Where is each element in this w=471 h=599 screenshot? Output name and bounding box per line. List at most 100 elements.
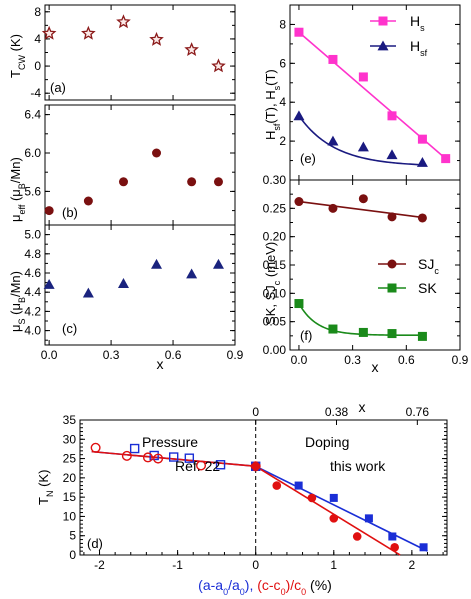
x-tick-label-d: 1 bbox=[330, 558, 337, 572]
plot-frame-f bbox=[289, 179, 461, 351]
data-point-a-0 bbox=[184, 42, 199, 57]
legend-label-SK: SK bbox=[418, 280, 437, 296]
y-axis-label-b-part: B bbox=[17, 183, 27, 189]
data-point-d-0 bbox=[215, 460, 226, 470]
y-tick-label-a: 4 bbox=[34, 32, 41, 46]
x-axis-label-d-part: 0 bbox=[301, 587, 306, 597]
y-axis-label-f-part: c bbox=[272, 280, 282, 285]
y-axis-label-d-part: T bbox=[36, 497, 51, 505]
x-tick-label-d: -1 bbox=[172, 558, 183, 572]
y-axis-label-c-part: /Mn) bbox=[8, 271, 23, 297]
x-tick-label-d: 0 bbox=[252, 558, 259, 572]
y-axis-label-b: μeff (μB/Mn) bbox=[8, 157, 27, 222]
legend-label-Hs-part: H bbox=[410, 13, 420, 29]
y-axis-label-a: TCW (K) bbox=[8, 34, 27, 78]
y-tick-label-a: 8 bbox=[34, 5, 41, 19]
y-axis-label-b-part: μ bbox=[8, 215, 23, 223]
x-tick-label-c: 0.3 bbox=[103, 348, 120, 362]
y-tick-label-a: 0 bbox=[34, 59, 41, 73]
y-tick-label-d: 25 bbox=[63, 452, 77, 466]
data-point-f-0 bbox=[294, 197, 304, 207]
y-axis-label-a-part: T bbox=[8, 70, 23, 78]
top-tick-label-d: 0 bbox=[252, 405, 259, 419]
x-tick-label-f: 0.0 bbox=[291, 353, 308, 367]
x-axis-label-d-part: (%) bbox=[306, 577, 332, 593]
data-point-b-0 bbox=[187, 177, 197, 187]
data-point-b-0 bbox=[83, 196, 93, 206]
y-axis-label-f: SK, SJc (meV) bbox=[263, 242, 282, 325]
x-axis-label-d-part: (a-a bbox=[198, 577, 223, 593]
data-point-e-1 bbox=[386, 149, 398, 160]
y-tick-label-c: 4.0 bbox=[24, 324, 41, 338]
y-tick-label-b: 6.4 bbox=[24, 108, 41, 122]
x-tick-label-f: 0.9 bbox=[452, 353, 469, 367]
y-axis-label-e-part: (T), H bbox=[263, 90, 278, 123]
data-point-f-1 bbox=[387, 329, 397, 339]
y-axis-label-d: TN (K) bbox=[36, 470, 55, 505]
data-point-d-1 bbox=[196, 460, 207, 471]
y-axis-label-a-part: (K) bbox=[8, 34, 23, 55]
data-point-d-0 bbox=[184, 453, 195, 463]
y-tick-label-b: 5.6 bbox=[24, 184, 41, 198]
top-tick-label-d: 0.38 bbox=[325, 405, 349, 419]
data-point-c-0 bbox=[43, 279, 55, 289]
data-point-f-0 bbox=[417, 213, 427, 223]
legend-label-Hsf-part: sf bbox=[420, 48, 428, 58]
data-point-c-0 bbox=[151, 258, 163, 269]
x-tick-label-c: 0.0 bbox=[41, 348, 58, 362]
y-tick-label-f: 0.00 bbox=[263, 343, 287, 357]
data-point-d-2 bbox=[419, 543, 428, 552]
data-point-b-0 bbox=[44, 206, 54, 216]
legend-label-Hs-part: s bbox=[420, 23, 425, 33]
legend-label-SJc-part: c bbox=[434, 266, 439, 276]
data-point-e-0 bbox=[328, 54, 338, 64]
data-point-d-3 bbox=[390, 542, 399, 552]
data-point-e-1 bbox=[293, 110, 305, 121]
y-axis-label-b-part: (μ bbox=[8, 189, 23, 204]
data-point-c-0 bbox=[212, 258, 224, 269]
y-tick-label-f: 0.20 bbox=[263, 230, 287, 244]
data-point-e-1 bbox=[357, 141, 369, 152]
legend-label-SJc-part: SJ bbox=[418, 256, 434, 272]
y-axis-label-e-part: s bbox=[272, 85, 282, 90]
data-point-d-3 bbox=[352, 532, 362, 541]
data-point-c-0 bbox=[186, 268, 198, 279]
y-tick-label-c: 4.4 bbox=[24, 285, 41, 299]
y-axis-label-c-part: B bbox=[17, 297, 27, 303]
x-axis-label-d-part: 0 bbox=[223, 587, 228, 597]
y-tick-label-a: -4 bbox=[30, 86, 41, 100]
y-tick-label-d: 30 bbox=[63, 432, 77, 446]
data-point-b-0 bbox=[152, 148, 162, 158]
data-point-f-0 bbox=[387, 212, 397, 222]
x-tick-label-c: 0.9 bbox=[227, 348, 244, 362]
y-axis-label-a-part: CW bbox=[17, 55, 27, 70]
x-axis-label-d-part: 0 bbox=[240, 587, 245, 597]
y-tick-label-e: 2 bbox=[279, 134, 286, 148]
data-point-d-3 bbox=[251, 461, 260, 471]
annotation-pressure: Pressure bbox=[142, 434, 198, 450]
y-axis-label-c-part: μ bbox=[8, 325, 23, 333]
y-tick-label-f: 0.10 bbox=[263, 286, 287, 300]
x-axis-label-d-part: (c-c bbox=[253, 577, 280, 593]
y-tick-label-d: 0 bbox=[69, 548, 76, 562]
legend-marker-Hsf bbox=[377, 40, 389, 51]
data-point-b-0 bbox=[213, 177, 223, 187]
x-axis-label-f: x bbox=[372, 359, 379, 375]
y-axis-label-c-part: (μ bbox=[8, 303, 23, 318]
y-axis-label-e: Hsf(T), Hs(T) bbox=[263, 69, 282, 140]
annotation-ref22: Ref. 22 bbox=[175, 458, 220, 474]
x-axis-label-c: x bbox=[157, 356, 164, 372]
top-axis-label-d: x bbox=[359, 399, 366, 415]
x-axis-label-d-part: 0 bbox=[281, 587, 286, 597]
x-tick-label-f: 0.3 bbox=[344, 353, 361, 367]
fit-line-Hsf bbox=[298, 115, 421, 166]
annotation-this-work: this work bbox=[330, 458, 386, 474]
y-tick-label-d: 15 bbox=[63, 490, 77, 504]
data-point-f-1 bbox=[328, 324, 338, 334]
data-point-b-0 bbox=[118, 177, 128, 187]
data-point-d-1 bbox=[153, 453, 164, 464]
panel-label-a: (a) bbox=[50, 80, 66, 95]
y-tick-label-d: 20 bbox=[63, 471, 77, 485]
